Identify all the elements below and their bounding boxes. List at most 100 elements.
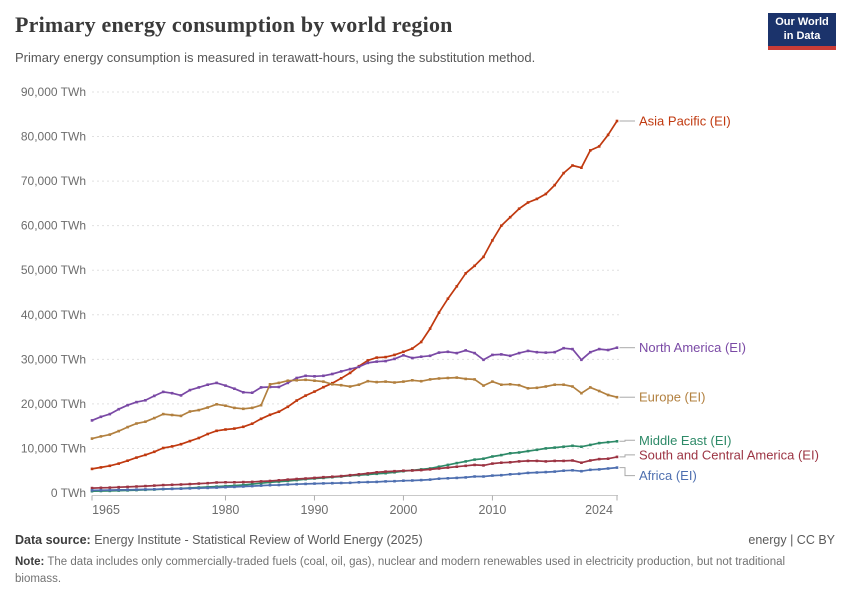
series-point-asia-pacific-ei[interactable] xyxy=(402,350,405,354)
series-point-asia-pacific-ei[interactable] xyxy=(384,355,387,359)
series-point-north-america-ei[interactable] xyxy=(144,399,147,402)
series-point-north-america-ei[interactable] xyxy=(322,374,325,378)
series-point-europe-ei[interactable] xyxy=(384,380,387,383)
series-point-asia-pacific-ei[interactable] xyxy=(393,353,396,357)
series-point-south-and-central-america-ei[interactable] xyxy=(508,461,512,464)
series-point-south-and-central-america-ei[interactable] xyxy=(339,474,343,478)
series-point-north-america-ei[interactable] xyxy=(482,358,485,362)
series-point-north-america-ei[interactable] xyxy=(90,419,94,422)
series-point-south-and-central-america-ei[interactable] xyxy=(90,486,94,490)
series-point-asia-pacific-ei[interactable] xyxy=(419,340,423,344)
series-point-europe-ei[interactable] xyxy=(402,380,405,383)
series-point-europe-ei[interactable] xyxy=(526,387,530,390)
series-point-south-and-central-america-ei[interactable] xyxy=(224,481,227,484)
series-point-north-america-ei[interactable] xyxy=(446,350,450,354)
series-point-europe-ei[interactable] xyxy=(135,422,138,425)
series-point-asia-pacific-ei[interactable] xyxy=(277,410,281,413)
series-point-europe-ei[interactable] xyxy=(535,386,539,390)
series-point-asia-pacific-ei[interactable] xyxy=(348,371,352,375)
series-point-asia-pacific-ei[interactable] xyxy=(589,149,592,152)
series-point-africa-ei[interactable] xyxy=(508,473,512,476)
series-point-south-and-central-america-ei[interactable] xyxy=(535,459,539,463)
series-point-north-america-ei[interactable] xyxy=(526,349,530,353)
series-point-asia-pacific-ei[interactable] xyxy=(197,436,201,440)
series-point-south-and-central-america-ei[interactable] xyxy=(491,462,494,465)
series-point-middle-east-ei[interactable] xyxy=(233,484,236,487)
series-point-south-and-central-america-ei[interactable] xyxy=(215,481,218,484)
series-point-europe-ei[interactable] xyxy=(589,386,592,389)
series-point-asia-pacific-ei[interactable] xyxy=(508,215,512,219)
series-point-north-america-ei[interactable] xyxy=(455,351,459,355)
series-point-south-and-central-america-ei[interactable] xyxy=(313,476,316,480)
series-point-middle-east-ei[interactable] xyxy=(455,461,459,465)
series-point-africa-ei[interactable] xyxy=(153,488,156,491)
series-point-africa-ei[interactable] xyxy=(526,471,530,475)
series-point-asia-pacific-ei[interactable] xyxy=(135,456,138,459)
series-point-africa-ei[interactable] xyxy=(90,489,94,492)
series-point-north-america-ei[interactable] xyxy=(464,349,467,352)
series-point-africa-ei[interactable] xyxy=(553,470,556,473)
series-point-north-america-ei[interactable] xyxy=(206,383,209,386)
series-point-north-america-ei[interactable] xyxy=(517,351,521,355)
series-line-south-and-central-america-ei[interactable] xyxy=(91,456,618,489)
series-point-europe-ei[interactable] xyxy=(339,383,343,387)
series-point-europe-ei[interactable] xyxy=(322,380,325,383)
series-point-middle-east-ei[interactable] xyxy=(384,471,387,475)
series-point-africa-ei[interactable] xyxy=(615,466,619,469)
series-point-north-america-ei[interactable] xyxy=(428,354,432,358)
series-point-europe-ei[interactable] xyxy=(304,378,307,382)
series-point-middle-east-ei[interactable] xyxy=(597,441,601,445)
series-point-south-and-central-america-ei[interactable] xyxy=(357,473,361,476)
series-point-south-and-central-america-ei[interactable] xyxy=(411,469,414,472)
series-point-asia-pacific-ei[interactable] xyxy=(562,171,565,175)
series-point-asia-pacific-ei[interactable] xyxy=(250,422,254,425)
series-point-north-america-ei[interactable] xyxy=(393,357,396,361)
series-point-middle-east-ei[interactable] xyxy=(500,453,503,457)
series-point-asia-pacific-ei[interactable] xyxy=(526,201,530,204)
series-point-europe-ei[interactable] xyxy=(170,413,174,417)
series-point-africa-ei[interactable] xyxy=(562,469,565,472)
series-point-north-america-ei[interactable] xyxy=(224,384,227,387)
series-point-south-and-central-america-ei[interactable] xyxy=(348,473,352,477)
series-point-north-america-ei[interactable] xyxy=(508,354,512,358)
series-point-middle-east-ei[interactable] xyxy=(580,445,583,448)
series-point-north-america-ei[interactable] xyxy=(135,400,138,404)
series-point-africa-ei[interactable] xyxy=(179,487,183,490)
series-point-africa-ei[interactable] xyxy=(464,476,467,479)
series-point-middle-east-ei[interactable] xyxy=(535,448,539,452)
series-point-europe-ei[interactable] xyxy=(580,391,583,395)
series-point-south-and-central-america-ei[interactable] xyxy=(482,464,485,467)
series-point-south-and-central-america-ei[interactable] xyxy=(197,482,201,485)
series-point-europe-ei[interactable] xyxy=(606,393,610,397)
series-point-europe-ei[interactable] xyxy=(482,384,485,387)
series-point-africa-ei[interactable] xyxy=(384,480,387,483)
legend-label-asia-pacific-ei[interactable]: Asia Pacific (EI) xyxy=(639,113,731,128)
series-point-europe-ei[interactable] xyxy=(491,380,494,383)
series-point-south-and-central-america-ei[interactable] xyxy=(571,459,574,462)
series-point-south-and-central-america-ei[interactable] xyxy=(108,486,112,489)
series-point-asia-pacific-ei[interactable] xyxy=(206,432,209,436)
series-point-asia-pacific-ei[interactable] xyxy=(491,239,494,242)
series-point-africa-ei[interactable] xyxy=(491,474,494,477)
series-line-north-america-ei[interactable] xyxy=(91,346,618,422)
series-point-africa-ei[interactable] xyxy=(589,468,592,472)
series-point-north-america-ei[interactable] xyxy=(108,412,112,416)
series-point-europe-ei[interactable] xyxy=(437,377,441,380)
series-point-south-and-central-america-ei[interactable] xyxy=(419,468,423,472)
series-point-middle-east-ei[interactable] xyxy=(606,440,610,444)
series-point-africa-ei[interactable] xyxy=(170,487,174,491)
series-point-asia-pacific-ei[interactable] xyxy=(446,297,450,300)
series-point-asia-pacific-ei[interactable] xyxy=(144,453,147,457)
series-point-asia-pacific-ei[interactable] xyxy=(553,183,556,187)
series-point-europe-ei[interactable] xyxy=(233,406,236,410)
series-point-south-and-central-america-ei[interactable] xyxy=(473,463,476,467)
legend-label-north-america-ei[interactable]: North America (EI) xyxy=(639,340,746,355)
series-point-north-america-ei[interactable] xyxy=(615,346,619,349)
series-point-north-america-ei[interactable] xyxy=(419,355,423,358)
series-point-europe-ei[interactable] xyxy=(99,435,103,438)
series-point-south-and-central-america-ei[interactable] xyxy=(135,485,138,488)
legend-label-middle-east-ei[interactable]: Middle East (EI) xyxy=(639,433,731,448)
series-point-europe-ei[interactable] xyxy=(144,420,147,423)
series-point-asia-pacific-ei[interactable] xyxy=(179,442,183,446)
series-point-europe-ei[interactable] xyxy=(90,437,94,440)
